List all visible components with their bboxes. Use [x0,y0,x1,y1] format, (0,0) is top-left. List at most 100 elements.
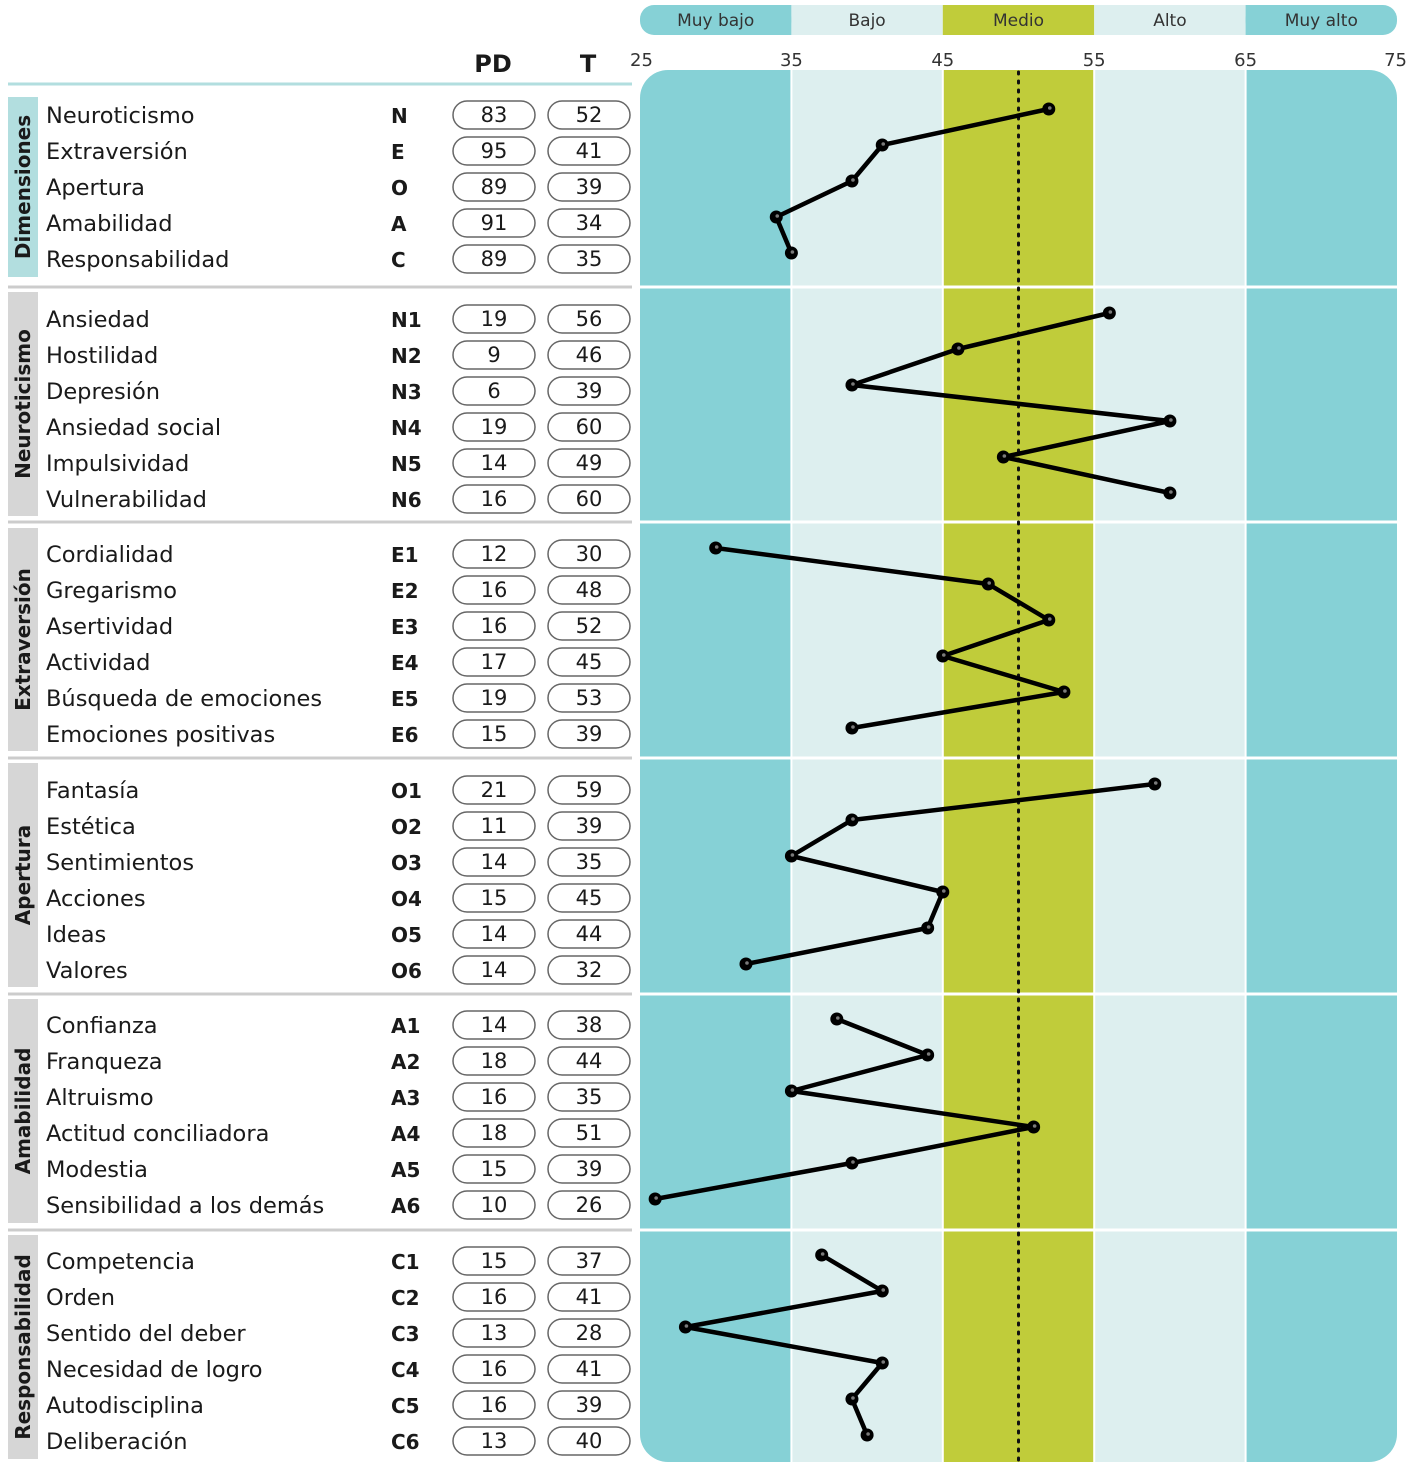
pd-value: 16 [481,1357,508,1381]
pd-pill [452,647,536,677]
row-label: Actitud conciliadora [46,1121,269,1147]
row-code: O [391,176,408,200]
series-line [849,310,1173,496]
data-point-highlight [942,653,946,657]
row-code: O5 [391,923,422,947]
t-value: 45 [576,886,603,910]
data-point-highlight [851,382,855,386]
group-label: Extraversión [11,568,35,711]
t-value: 53 [576,686,603,710]
row-label: Cordialidad [46,542,174,568]
pd-value: 14 [481,850,508,874]
band-legend-label: Alto [1153,11,1186,31]
pd-pill [452,376,536,406]
pd-pill [452,100,536,130]
pd-pill [452,448,536,478]
t-value: 60 [576,415,603,439]
row-label: Altruismo [46,1085,154,1111]
pd-value: 95 [481,139,508,163]
t-value: 39 [576,379,603,403]
t-value: 56 [576,307,603,331]
t-value: 39 [576,175,603,199]
data-point-highlight [836,1016,840,1020]
t-value: 39 [576,1393,603,1417]
pd-value: 14 [481,958,508,982]
pd-pill [452,1426,536,1456]
row-label: Franqueza [46,1049,163,1075]
row-code: E2 [391,579,419,603]
t-header: T [580,50,597,78]
pd-pill [452,484,536,514]
row-code: C2 [391,1286,420,1310]
row-label: Asertividad [46,614,173,640]
data-point-highlight [1169,490,1173,494]
x-tick-label: 65 [1234,50,1257,71]
t-value: 46 [576,343,603,367]
data-point-highlight [1002,454,1007,458]
row-label: Actividad [46,650,150,676]
group-label: Responsabilidad [11,1254,35,1440]
data-point-highlight [714,545,719,549]
group-label: Dimensiones [11,115,35,259]
data-point-highlight [684,1324,689,1328]
row-code: N3 [391,380,422,404]
data-point-highlight [1032,1124,1037,1128]
t-value: 26 [576,1193,603,1217]
row-code: N1 [391,308,422,332]
group-tab [8,528,38,751]
data-point-highlight [926,1052,931,1056]
t-pill [547,1354,631,1384]
row-code: C4 [391,1358,420,1382]
data-point-highlight [987,581,992,585]
pd-value: 6 [487,379,500,403]
band-legend-pill [791,5,943,35]
row-label: Hostilidad [46,343,158,369]
t-pill [547,172,631,202]
t-score-series [648,102,1177,1442]
row-label: Ansiedad social [46,415,221,441]
x-tick-label: 35 [780,50,803,71]
t-value: 45 [576,650,603,674]
pd-pill [452,1354,536,1384]
data-point-highlight [790,853,795,857]
data-point-highlight [851,178,855,182]
pd-value: 89 [481,247,508,271]
t-pill [547,208,631,238]
x-tick-label: 55 [1083,50,1106,71]
pd-value: 14 [481,451,508,475]
series-line [745,781,1156,967]
band-legend-label: Medio [993,11,1044,31]
row-code: E3 [391,615,419,639]
t-pill [547,1082,631,1112]
row-code: C [391,248,406,272]
t-pill [547,244,631,274]
pd-value: 17 [481,650,508,674]
pd-pill [452,208,536,238]
row-label: Emociones positivas [46,722,275,748]
t-value: 32 [576,958,603,982]
t-pill [547,719,631,749]
data-point-highlight [790,250,795,254]
t-pill [547,376,631,406]
row-code: N [391,104,408,128]
row-label: Apertura [46,175,145,201]
pd-value: 14 [481,1013,508,1037]
series-line [654,1016,1036,1202]
pd-pill [452,1046,536,1076]
row-code: E4 [391,651,419,675]
pd-pill [452,575,536,605]
row-label: Vulnerabilidad [46,487,207,513]
t-pill [547,100,631,130]
t-pill [547,611,631,641]
plot-area [640,70,1397,1462]
pd-pill [452,1246,536,1276]
series-line [715,545,1067,731]
group-tab [8,97,38,277]
pd-pill [452,1282,536,1312]
band-legend-pill [942,5,1095,35]
row-label: Necesidad de logro [46,1357,262,1383]
row-code: E6 [391,723,419,747]
row-code: E1 [391,543,419,567]
data-point-highlight [1108,310,1113,314]
data-point-highlight [790,1088,795,1092]
